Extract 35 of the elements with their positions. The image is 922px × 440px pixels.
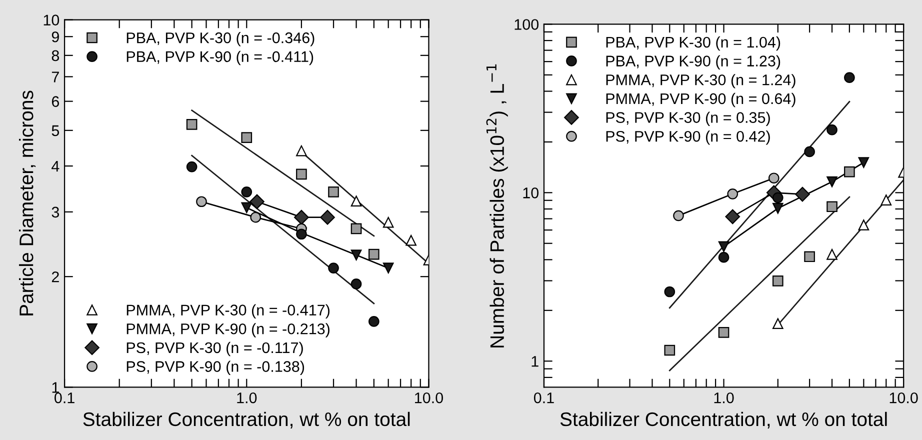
y-axis-title: Particle Diameter, microns <box>19 90 36 316</box>
y-tick-label: 8 <box>52 50 60 62</box>
legend-label: PBA, PVP K-90 (n = 1.23) <box>606 55 780 70</box>
legend-label: PMMA, PVP K-90 (n = 0.64) <box>606 92 796 108</box>
legend-label: PS, PVP K-30 (n = -0.117) <box>126 342 303 356</box>
y-tick-label: 6 <box>52 96 60 107</box>
legend-label: PMMA, PVP K-30 (n = -0.417) <box>126 304 330 318</box>
legend-label: PS, PVP K-90 (n = -0.138) <box>126 360 304 375</box>
legend-label: PS, PVP K-30 (n = 0.35) <box>606 112 770 126</box>
x-tick-label: 10.0 <box>415 392 443 404</box>
y-tick-label: 4 <box>52 161 60 172</box>
legend-label: PBA, PVP K-90 (n = -0.411) <box>126 50 314 66</box>
x-tick-label: 1.0 <box>237 392 257 404</box>
y-tick-label: 1 <box>532 356 538 367</box>
y-tick-label: 2 <box>52 271 59 282</box>
y-tick-label: 5 <box>52 125 60 136</box>
legend-label: PBA, PVP K-30 (n = -0.346) <box>126 32 314 46</box>
y-tick-label: 10 <box>44 14 60 26</box>
legend-label: PMMA, PVP K-30 (n = 1.24) <box>606 74 796 88</box>
y-tick-label: 10 <box>523 188 539 198</box>
y-tick-label: 3 <box>52 206 60 218</box>
x-tick-label: 0.1 <box>534 392 554 404</box>
x-axis-title: Stabilizer Concentration, wt % on total <box>560 412 887 428</box>
legend-label: PMMA, PVP K-90 (n = -0.213) <box>126 323 330 338</box>
y-tick-label: 100 <box>514 19 539 30</box>
y-tick-label: 7 <box>52 72 59 82</box>
y-tick-label: 1 <box>52 382 59 393</box>
y-tick-label: 9 <box>52 31 59 42</box>
legend-label: PS, PVP K-90 (n = 0.42) <box>606 130 770 145</box>
x-tick-label: 0.1 <box>54 392 74 404</box>
x-tick-label: 1.0 <box>714 392 734 404</box>
x-tick-label: 10.0 <box>890 392 918 404</box>
legend-label: PBA, PVP K-30 (n = 1.04) <box>606 36 780 51</box>
y-axis-title: Number of Particles (x10$^{12}$) , L$^{−1}$ <box>486 64 508 348</box>
x-axis-title: Stabilizer Concentration, wt % on total <box>83 412 410 428</box>
